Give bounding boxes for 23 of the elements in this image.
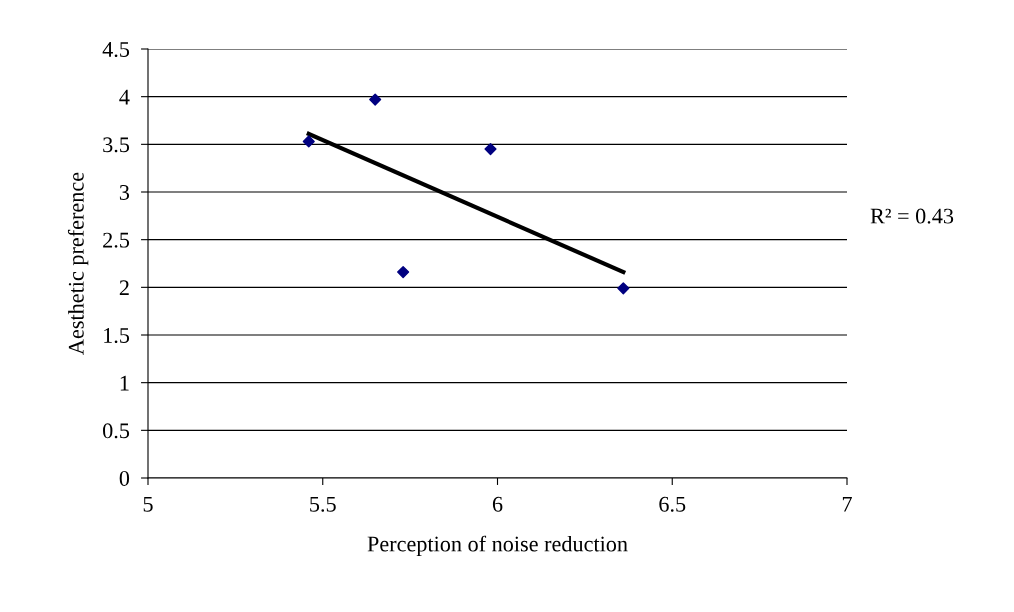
y-tick-label: 2 bbox=[119, 280, 129, 296]
y-tick-label: 4 bbox=[119, 89, 130, 105]
y-tick-label: 3 bbox=[119, 184, 130, 200]
y-tick-label: 1 bbox=[120, 375, 129, 391]
point bbox=[369, 93, 382, 106]
point bbox=[617, 282, 630, 295]
y-tick-label: 4.5 bbox=[102, 42, 130, 58]
point bbox=[484, 143, 497, 156]
text: R² = 0.43 bbox=[870, 208, 954, 224]
x-tick-label: 5 bbox=[143, 496, 153, 512]
x-tick-label: 5.5 bbox=[310, 496, 336, 512]
x-tick-label: 6.5 bbox=[659, 496, 686, 512]
x-tick-label: 7 bbox=[842, 496, 852, 512]
x-axis-title: Perception of noise reduction bbox=[367, 535, 628, 557]
y-tick-label: 0.5 bbox=[103, 423, 130, 439]
y-tick-label: 3.5 bbox=[103, 137, 130, 153]
point bbox=[397, 266, 410, 279]
y-axis-title: Aesthetic preference bbox=[67, 172, 89, 355]
point bbox=[302, 135, 315, 148]
y-tick-label: 0 bbox=[119, 470, 130, 486]
y-tick-label: 1.5 bbox=[104, 328, 130, 344]
x-tick-label: 6 bbox=[492, 496, 503, 512]
y-tick-label: 2.5 bbox=[103, 232, 130, 248]
